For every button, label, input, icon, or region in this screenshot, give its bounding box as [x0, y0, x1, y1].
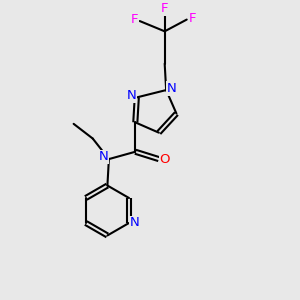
Text: F: F: [188, 12, 196, 25]
Text: N: N: [127, 89, 136, 102]
Text: O: O: [159, 153, 170, 166]
Text: N: N: [130, 217, 140, 230]
Text: F: F: [161, 2, 168, 15]
Text: N: N: [99, 150, 109, 163]
Text: N: N: [167, 82, 176, 95]
Text: F: F: [131, 13, 138, 26]
